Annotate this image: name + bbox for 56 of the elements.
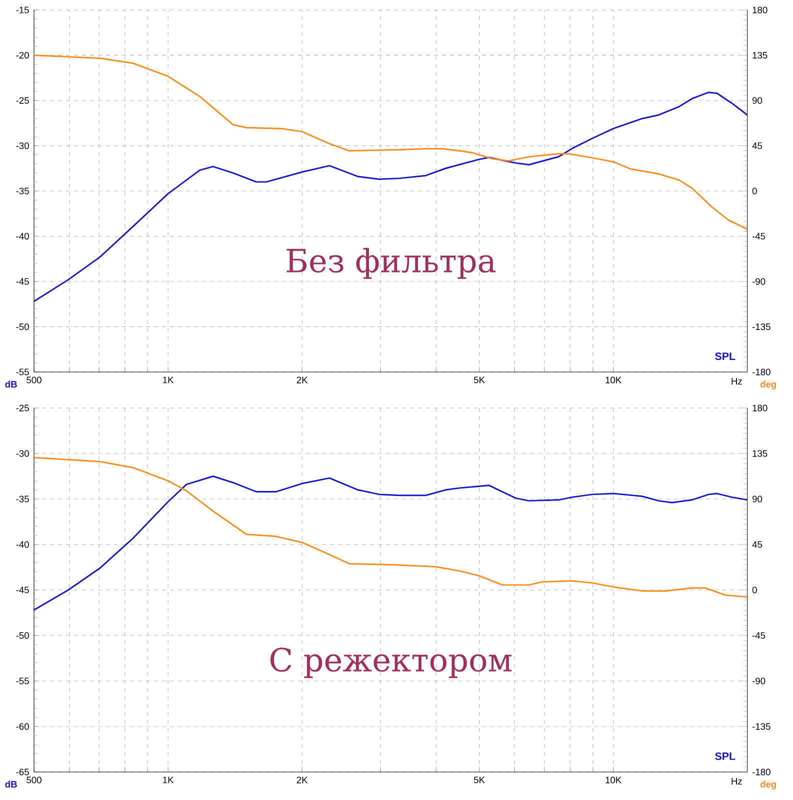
y-tick-label: -35 <box>16 496 29 502</box>
y2-tick-label: -45 <box>752 632 765 639</box>
x-tick-label: 500 <box>26 376 42 384</box>
y2-tick-label: 0 <box>752 586 757 594</box>
y-tick-label: -50 <box>16 323 29 330</box>
x-tick-label: 10K <box>606 776 622 784</box>
y-tick-label: -15 <box>16 6 29 14</box>
x-tick-label: 10K <box>606 376 622 384</box>
y-tick-label: -60 <box>16 723 29 730</box>
y2-tick-label: -90 <box>752 278 766 285</box>
text: Без фильтра <box>286 248 496 279</box>
y2-tick-label: -90 <box>752 678 766 684</box>
y-tick-label: -50 <box>16 632 29 639</box>
y-tick-label: -30 <box>16 142 29 150</box>
y2-tick-label: 135 <box>752 52 768 59</box>
x-tick-label: 500 <box>26 776 42 784</box>
y-axis-title: dB <box>5 780 17 788</box>
x-tick-label: 1K <box>162 376 174 384</box>
text: SPL <box>714 352 736 360</box>
y2-tick-label: 135 <box>752 450 768 457</box>
y2-tick-label: 45 <box>752 541 762 548</box>
text: SPL <box>714 752 736 760</box>
y2-tick-label: -180 <box>752 368 770 376</box>
y-tick-label: -45 <box>16 278 29 285</box>
x-axis-title: Hz <box>732 378 742 384</box>
y-tick-label: -25 <box>16 97 29 104</box>
y2-tick-label: -135 <box>752 323 770 330</box>
x-axis-title: Hz <box>732 778 742 784</box>
y-tick-label: -40 <box>16 541 29 548</box>
y-axis-title: dB <box>5 380 17 388</box>
y-tick-label: -45 <box>16 586 29 594</box>
y-tick-label: -55 <box>16 678 29 684</box>
x-tick-label: 2K <box>296 376 308 384</box>
y-tick-label: -40 <box>16 232 29 240</box>
y-tick-label: -55 <box>16 368 29 376</box>
y-tick-label: -20 <box>16 52 29 59</box>
y2-tick-label: 180 <box>752 404 768 412</box>
y2-tick-label: -180 <box>752 768 770 776</box>
y2-tick-label: 0 <box>752 188 757 194</box>
y2-tick-label: 45 <box>752 142 762 149</box>
y2-tick-label: 90 <box>752 496 762 502</box>
y-tick-label: -30 <box>16 450 29 457</box>
x-tick-label: 2K <box>296 776 308 784</box>
y2-tick-label: 90 <box>752 97 762 104</box>
x-tick-label: 1K <box>162 776 174 784</box>
y2-tick-label: 180 <box>752 6 768 14</box>
y2-axis-title: deg <box>760 780 776 790</box>
text: С режектором <box>270 648 512 678</box>
y-tick-label: -35 <box>16 188 29 194</box>
x-tick-label: 5K <box>474 776 485 784</box>
y2-tick-label: -135 <box>752 723 770 730</box>
x-tick-label: 5K <box>474 376 485 384</box>
y2-tick-label: -45 <box>752 232 765 240</box>
y-tick-label: -25 <box>16 404 29 412</box>
y-tick-label: -65 <box>16 768 29 776</box>
y2-axis-title: deg <box>760 380 776 390</box>
